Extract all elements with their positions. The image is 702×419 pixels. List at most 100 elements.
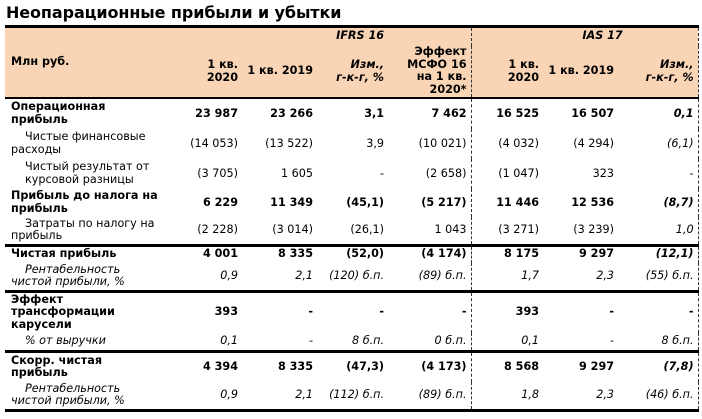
cell-value: - <box>308 305 313 319</box>
header-row-label: Млн руб. <box>5 25 170 99</box>
cell-value: (45,1) <box>346 195 385 209</box>
cell-value: (12,1) <box>618 243 699 263</box>
row-label-line1: Чистый результат от <box>25 160 150 174</box>
col-ifrs-q1-2019: 1 кв. 2019 <box>242 46 317 99</box>
header-group-spacer <box>388 25 472 46</box>
cell-value: 4 001 <box>170 243 242 263</box>
cell-value: 1,0 <box>618 217 699 245</box>
row-label-line2: расходы <box>11 143 62 156</box>
cell-value: 4 394 <box>202 359 238 373</box>
cell-value: (2 658) <box>388 159 472 189</box>
cell-value: (10 021) <box>388 129 472 159</box>
col-effect-line1: Эффект <box>414 45 467 58</box>
table-row-pct-revenue: % от выручки 0,1 - 8 б.п. 0 б.п. 0,1 - 8… <box>5 333 699 353</box>
table-row-profit-before-tax: Прибыль до налога на прибыль 6 229 11 34… <box>5 189 699 217</box>
cell-value: 9 297 <box>543 243 619 263</box>
row-label: Рентабельность чистой прибыли, % <box>5 262 170 293</box>
cell-value: - <box>609 305 615 319</box>
cell-value: (4 174) <box>388 243 472 263</box>
row-label: Затраты по налогу на прибыль <box>5 217 170 245</box>
page-title: Неопарационные прибыли и убытки <box>6 3 342 22</box>
cell-value: (3 705) <box>197 166 238 180</box>
cell-value: (47,3) <box>346 359 385 373</box>
cell-value: (2 228) <box>197 222 238 236</box>
header-group-ias17: IAS 17 <box>471 25 699 46</box>
row-label-line2: чистой прибыли, % <box>11 275 125 289</box>
cell-value: 2,1 <box>242 263 317 293</box>
row-label-line2: чистой прибыли, % <box>11 394 125 408</box>
cell-value: (120) б.п. <box>317 263 389 293</box>
cell-value: (14 053) <box>190 136 238 150</box>
cell-value: 0 б.п. <box>388 333 472 353</box>
cell-value: 1,7 <box>471 263 544 293</box>
row-label: % от выручки <box>5 333 170 353</box>
cell-value: 8 175 <box>471 243 544 263</box>
cell-value: 8 б.п. <box>618 333 699 353</box>
cell-value: - <box>618 159 699 189</box>
col-ias-change-line1: Изм., <box>660 58 694 71</box>
col-ifrs-q1-2020: 1 кв. 2020 <box>170 46 242 99</box>
table-row-net-profit: Чистая прибыль 4 001 8 335 (52,0) (4 174… <box>5 243 699 263</box>
non-operating-income-table: Млн руб. IFRS 16 IAS 17 1 кв. 2020 1 кв.… <box>5 25 699 412</box>
row-label: Операционная прибыль <box>11 100 106 126</box>
col-ifrs-change-line2: г-к-г, % <box>336 70 385 84</box>
cell-value: 3,1 <box>364 106 385 120</box>
cell-value: (13 522) <box>265 136 313 150</box>
header-group-ias17-label: IAS 17 <box>582 29 623 42</box>
table-row-net-margin: Рентабельность чистой прибыли, % 0,9 2,1 … <box>5 262 699 293</box>
cell-value: 2,3 <box>543 382 619 412</box>
table-row-net-finance-expenses: Чистые финансовые расходы (14 053) (13 52… <box>5 129 699 159</box>
table-row-fx-result: Чистый результат от курсовой разницы (3 7… <box>5 159 699 189</box>
cell-value: 11 446 <box>496 195 540 209</box>
cell-value: 16 507 <box>571 106 615 120</box>
table-header: Млн руб. IFRS 16 IAS 17 1 кв. 2020 1 кв.… <box>5 25 699 99</box>
cell-value: 8 568 <box>503 359 540 373</box>
cell-value: 23 987 <box>195 106 238 120</box>
cell-value: 8 б.п. <box>317 333 389 353</box>
cell-value: 8 335 <box>242 243 317 263</box>
cell-value: 1,8 <box>471 382 544 412</box>
row-label-line1: Рентабельность <box>25 381 121 395</box>
income-table-container: Млн руб. IFRS 16 IAS 17 1 кв. 2020 1 кв.… <box>5 25 699 412</box>
col-effect-line3: на 1 кв. <box>416 70 467 83</box>
row-label-line2: прибыль <box>11 229 63 243</box>
cell-value: (6,1) <box>618 129 699 159</box>
col-ifrs-change: Изм., г-к-г, % <box>317 46 389 99</box>
col-ifrs16-effect: Эффект МСФО 16 на 1 кв. 2020* <box>388 45 472 99</box>
cell-value: 2,1 <box>242 382 317 412</box>
cell-value: - <box>242 333 317 353</box>
cell-value: 1 605 <box>280 166 313 180</box>
cell-value: 0,9 <box>170 382 242 412</box>
cell-value: 12 536 <box>571 195 615 209</box>
cell-value: 0,1 <box>170 333 242 353</box>
cell-value: (3 271) <box>498 222 540 236</box>
cell-value: (89) б.п. <box>388 382 472 412</box>
cell-value: (4 294) <box>573 136 615 150</box>
cell-value: 3,9 <box>366 136 385 150</box>
cell-value: 1 043 <box>388 217 472 245</box>
cell-value: (52,0) <box>317 243 389 263</box>
row-label-line1: Чистые финансовые <box>25 130 146 144</box>
cell-value: (112) б.п. <box>317 382 389 412</box>
cell-value: 2,3 <box>543 263 619 293</box>
row-label-line1: Затраты по налогу на <box>25 216 155 230</box>
row-label: Чистая прибыль <box>5 243 170 263</box>
cell-value: 9 297 <box>578 359 615 373</box>
row-label: Чистый результат от курсовой разницы <box>5 159 170 189</box>
row-label-text: % от выручки <box>25 333 106 347</box>
cell-value: (1 047) <box>498 166 540 180</box>
cell-value: 23 266 <box>270 106 313 120</box>
cell-value: (55) б.п. <box>618 263 699 293</box>
header-group-ifrs16: IFRS 16 <box>170 25 389 46</box>
row-label: Эффект трансформации карусели <box>11 292 115 332</box>
cell-value: (5 217) <box>388 189 472 217</box>
cell-value: (3 014) <box>272 222 313 236</box>
row-label-line1: Рентабельность <box>25 262 121 276</box>
cell-value: 7 462 <box>388 98 472 129</box>
col-ias-change: Изм., г-к-г, % <box>618 46 699 99</box>
row-label: Скорр. чистая прибыль <box>11 353 103 380</box>
cell-value: 16 525 <box>496 106 540 120</box>
cell-value: (4 173) <box>388 351 472 382</box>
table-body: Операционная прибыль 23 987 23 266 3,1 7… <box>5 98 699 412</box>
cell-value: - <box>618 291 699 333</box>
